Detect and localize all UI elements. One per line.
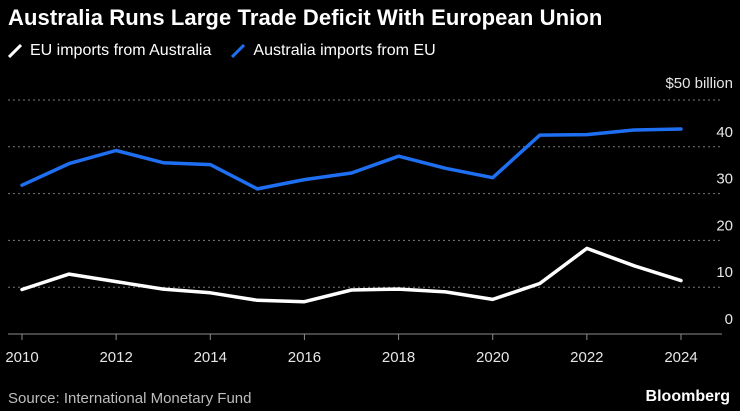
x-tick-label-2018: 2018 [382,349,415,366]
legend-swatch-blue-icon [231,44,246,58]
x-tick-label-2022: 2022 [570,349,603,366]
x-tick-label-2010: 2010 [5,349,38,366]
x-tick-label-2016: 2016 [288,349,321,366]
y-tick-label-50: $50 billion [665,75,733,92]
legend-swatch-white-icon [8,44,22,58]
series-line-australia-imports [20,127,683,191]
series-line-eu-imports [20,246,683,304]
y-tick-label-10: 10 [716,264,733,281]
y-tick-label-0: 0 [725,311,733,328]
legend-label-eu-imports: EU imports from Australia [30,42,212,59]
legend-label-australia-imports: Australia imports from EU [253,42,436,59]
y-tick-label-40: 40 [716,124,733,141]
y-tick-label-30: 30 [716,171,733,188]
x-tick-label-2024: 2024 [664,349,697,366]
legend-item-eu-imports: EU imports from Australia [8,42,211,60]
legend-item-australia-imports: Australia imports from EU [231,42,436,60]
chart-title: Australia Runs Large Trade Deficit With … [8,5,603,30]
legend: EU imports from Australia Australia impo… [8,42,456,60]
x-tick-label-2014: 2014 [194,349,227,366]
y-tick-label-20: 20 [716,217,733,234]
brand-logo: Bloomberg [645,388,730,405]
source-note: Source: International Monetary Fund [8,390,252,407]
x-tick-label-2020: 2020 [476,349,509,366]
x-tick-label-2012: 2012 [99,349,132,366]
